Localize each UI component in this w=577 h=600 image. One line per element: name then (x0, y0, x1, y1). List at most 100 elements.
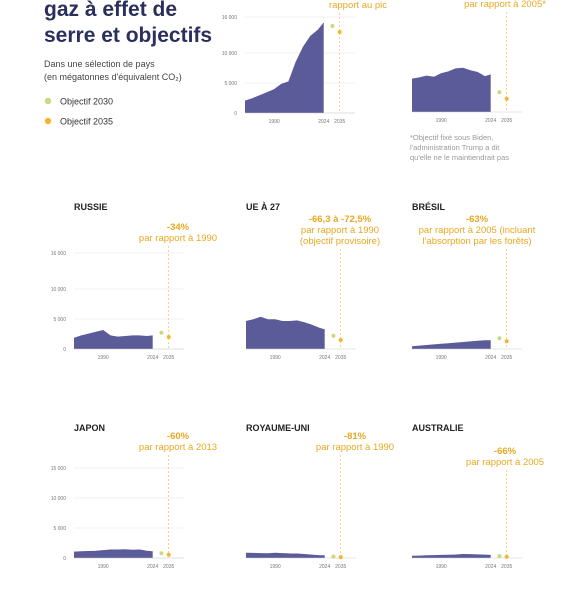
y-tick-label: 5 000 (53, 526, 66, 532)
x-tick-label: 2035 (334, 119, 345, 125)
area-fill (74, 330, 153, 349)
footnote: *Objectif fixé sous Biden, (410, 133, 493, 142)
x-tick-label: 2035 (163, 355, 174, 361)
area-line (73, 549, 153, 553)
y-tick-label: 0 (63, 347, 66, 353)
area-fill (246, 553, 325, 558)
target-dot (166, 335, 171, 339)
y-tick-label: 15 000 (51, 466, 67, 472)
area-fill (245, 23, 324, 113)
y-tick-label: 5 000 (53, 317, 66, 323)
x-tick-label: 2024 (319, 564, 330, 570)
country-title: BRÉSIL (412, 202, 446, 212)
x-tick-label: 1990 (270, 564, 281, 570)
annotation: par rapport à 1990 (301, 225, 379, 236)
target-dot (497, 554, 502, 559)
target-dot (159, 330, 164, 335)
y-tick-label: 5 000 (224, 81, 237, 87)
area-line (411, 553, 491, 557)
y-tick-label: 10 000 (222, 51, 238, 57)
target-dot (504, 339, 509, 344)
area-line (245, 552, 325, 557)
annotation: -60% (167, 431, 190, 442)
annotation: par rapport à 2013 (139, 442, 217, 453)
y-tick-label: 16 000 (51, 251, 67, 257)
annotation: -81% (344, 431, 367, 442)
x-tick-label: 2024 (485, 118, 496, 124)
target-dot (338, 555, 343, 560)
x-tick-label: 2024 (318, 119, 329, 125)
legend-label: Objectif 2030 (60, 97, 113, 107)
target-dot (504, 554, 509, 559)
annotation: l'absorption par les forêts) (422, 236, 531, 247)
annotation: rapport au pic (329, 0, 387, 11)
target-dot (337, 30, 342, 34)
x-tick-label: 2024 (485, 355, 496, 361)
annotation: par rapport à 2005* (464, 0, 546, 10)
x-tick-label: 2024 (485, 564, 496, 570)
country-title: UE À 27 (246, 202, 280, 212)
area-line (411, 67, 491, 80)
country-title: RUSSIE (74, 202, 108, 212)
x-tick-label: 1990 (98, 564, 109, 570)
area-fill (412, 68, 491, 112)
x-tick-label: 2035 (163, 564, 174, 570)
x-tick-label: 1990 (436, 118, 447, 124)
target-dot (497, 90, 502, 95)
x-tick-label: 2024 (147, 355, 158, 361)
country-title: AUSTRALIE (412, 423, 464, 433)
legend-dot (44, 117, 52, 125)
annotation: par rapport à 2005 (466, 457, 544, 468)
x-tick-label: 1990 (98, 355, 109, 361)
area-line (244, 22, 325, 102)
target-dot (338, 338, 343, 342)
area-line (411, 340, 491, 347)
y-tick-label: 10 000 (51, 287, 67, 293)
area-line (73, 329, 153, 339)
y-tick-label: 0 (63, 556, 66, 562)
annotation: -66,3 à -72,5% (309, 214, 372, 225)
y-tick-label: 0 (234, 111, 237, 117)
x-tick-label: 1990 (270, 355, 281, 361)
annotation: -34% (167, 222, 190, 233)
target-dot (504, 96, 509, 101)
annotation: par rapport à 2005 (incluant (419, 225, 536, 236)
area-fill (74, 549, 153, 558)
x-tick-label: 2035 (335, 564, 346, 570)
x-tick-label: 2024 (319, 355, 330, 361)
annotation: par rapport à 1990 (139, 233, 217, 244)
subtitle: Dans une sélection de pays (44, 59, 155, 69)
x-tick-label: 1990 (269, 119, 280, 125)
country-title: JAPON (74, 423, 105, 433)
x-tick-label: 1990 (436, 355, 447, 361)
annotation: par rapport à 1990 (316, 442, 394, 453)
area-fill (246, 317, 325, 349)
subtitle: (en mégatonnes d'équivalent CO₂) (44, 72, 182, 82)
target-dot (166, 552, 171, 557)
annotation: (objectif provisoire) (300, 236, 380, 247)
x-tick-label: 2035 (335, 355, 346, 361)
x-tick-label: 2035 (501, 118, 512, 124)
x-tick-label: 2024 (147, 564, 158, 570)
legend-label: Objectif 2035 (60, 117, 113, 127)
y-tick-label: 10 000 (51, 496, 67, 502)
target-dot (331, 333, 336, 338)
area-fill (412, 554, 491, 558)
x-tick-label: 2035 (501, 564, 512, 570)
footnote: l'administration Trump a dit (410, 143, 500, 152)
target-dot (159, 551, 164, 556)
target-dot (331, 554, 336, 559)
area-line (245, 316, 325, 331)
title: gaz à effet de (44, 0, 177, 21)
footnote: qu'elle ne le maintiendrait pas (410, 153, 509, 162)
annotation: -66% (494, 446, 517, 457)
country-title: ROYAUME-UNI (246, 423, 310, 433)
legend-dot (44, 97, 52, 105)
y-tick-label: 16 000 (222, 15, 238, 21)
x-tick-label: 2035 (501, 355, 512, 361)
title: serre et objectifs (44, 24, 212, 47)
area-fill (412, 340, 491, 349)
target-dot (497, 336, 502, 341)
target-dot (330, 24, 335, 28)
